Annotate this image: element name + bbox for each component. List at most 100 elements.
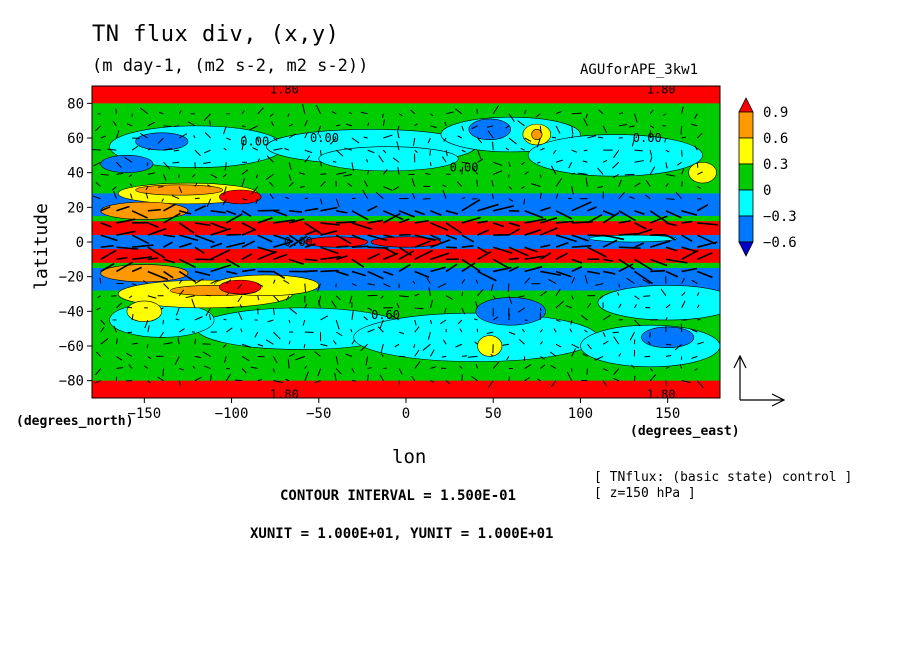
flux-vector-788 [226, 137, 231, 141]
flux-vector-682 [397, 166, 400, 175]
flux-vector-881 [455, 108, 463, 115]
flux-vector-737 [649, 156, 653, 163]
flux-vector-225 [570, 319, 573, 325]
flux-vector-378 [524, 265, 543, 273]
colorbar: 0.9 0.6 0.3 0 −0.3 −0.6 [738, 97, 797, 257]
flux-vector-504 [665, 234, 677, 241]
flux-vector-23 [461, 374, 463, 381]
flux-vector-176 [414, 326, 420, 333]
flux-vector-379 [540, 270, 562, 277]
flux-vector-543 [665, 222, 678, 227]
flux-vector-442 [304, 243, 316, 248]
field-blob-18 [531, 129, 543, 141]
flux-vector-889 [585, 113, 588, 119]
flux-vector-171 [335, 331, 343, 337]
flux-vector-527 [414, 219, 429, 224]
flux-vector-24 [471, 376, 478, 382]
flux-vector-405 [335, 255, 348, 261]
flux-vector-700 [681, 168, 685, 175]
flux-vector-672 [241, 169, 249, 175]
flux-vector-400 [257, 250, 277, 261]
flux-vector-733 [582, 160, 588, 163]
flux-vector-655 [585, 177, 588, 187]
x-tick-label-4: 50 [485, 406, 502, 422]
flux-vector-199 [162, 319, 165, 325]
flux-vector-804 [477, 137, 483, 144]
flux-vector-619 [629, 196, 635, 200]
flux-vector-839 [414, 123, 418, 127]
contour-label-6: 1.80 [270, 82, 299, 96]
flux-vector-875 [360, 111, 368, 115]
flux-vector-224 [555, 319, 561, 322]
flux-vector-591 [194, 197, 200, 200]
flux-vector-334 [437, 283, 447, 288]
flux-vector-581 [649, 210, 668, 224]
flux-vector-598 [304, 197, 308, 200]
flux-vector-659 [645, 179, 651, 187]
flux-vector-870 [287, 113, 290, 117]
flux-vector-366 [335, 270, 349, 277]
flux-vector-589 [161, 198, 164, 202]
flux-vector-845 [505, 125, 510, 129]
flux-vector-821 [127, 123, 133, 127]
flux-vector-816 [664, 137, 667, 143]
flux-vector-316 [163, 283, 170, 290]
flux-vector-559 [304, 207, 319, 212]
flux-vector-436 [210, 242, 223, 248]
flux-vector-64 [492, 361, 500, 369]
y-tick-label-8: −80 [59, 374, 84, 390]
flux-vector-506 [696, 234, 717, 245]
flux-vector-699 [665, 173, 676, 177]
flux-vector-44 [179, 368, 185, 371]
flux-vector-698 [649, 166, 656, 175]
flux-vector-567 [430, 210, 442, 216]
x-tick-label-2: −50 [306, 406, 331, 422]
flux-vector-477 [241, 228, 256, 236]
flux-vector-507 [100, 222, 112, 228]
flux-vector-817 [681, 136, 687, 139]
flux-vector-488 [414, 234, 436, 242]
flux-vector-873 [331, 111, 337, 115]
flux-vector-686 [461, 166, 464, 175]
flux-vector-475 [210, 227, 232, 236]
flux-vector-419 [555, 252, 568, 261]
flux-vector-508 [116, 218, 136, 224]
flux-vector-350 [691, 279, 698, 285]
ref-vector-y-head [733, 354, 747, 369]
flux-vector-190 [629, 331, 635, 341]
flux-vector-501 [618, 232, 638, 236]
flux-vector-594 [241, 198, 248, 201]
flux-vector-614 [555, 193, 559, 199]
flux-vector-761 [414, 149, 418, 154]
flux-vector-315 [143, 280, 149, 285]
flux-vector-840 [430, 125, 437, 129]
flux-vector-428 [697, 252, 713, 261]
field-blob-31 [641, 326, 695, 349]
flux-vector-295 [445, 295, 454, 300]
flux-vector-516 [241, 222, 257, 231]
field-blob-24 [688, 161, 717, 184]
flux-vector-214 [390, 314, 400, 321]
flux-vector-688 [493, 170, 503, 175]
flux-vector-154 [674, 343, 682, 351]
flux-vector-342 [571, 277, 576, 284]
flux-vector-642 [383, 186, 393, 191]
flux-vector-281 [225, 292, 230, 297]
flux-vector-680 [367, 170, 370, 175]
flux-vector-607 [442, 189, 447, 199]
flux-vector-760 [396, 141, 400, 151]
flux-vector-165 [240, 328, 243, 333]
flux-vector-343 [584, 274, 588, 284]
flux-vector-185 [553, 328, 557, 333]
flux-vector-794 [319, 134, 322, 139]
flux-vector-328 [351, 283, 357, 287]
flux-vector-776 [649, 150, 653, 157]
flux-vector-490 [445, 234, 458, 240]
flux-vector-500 [602, 234, 625, 241]
flux-vector-122 [177, 337, 180, 345]
flux-vector-585 [93, 195, 101, 200]
flux-vector-395 [178, 258, 196, 269]
flux-vector-161 [178, 328, 185, 333]
flux-vector-883 [492, 105, 500, 115]
flux-vector-524 [367, 219, 384, 224]
